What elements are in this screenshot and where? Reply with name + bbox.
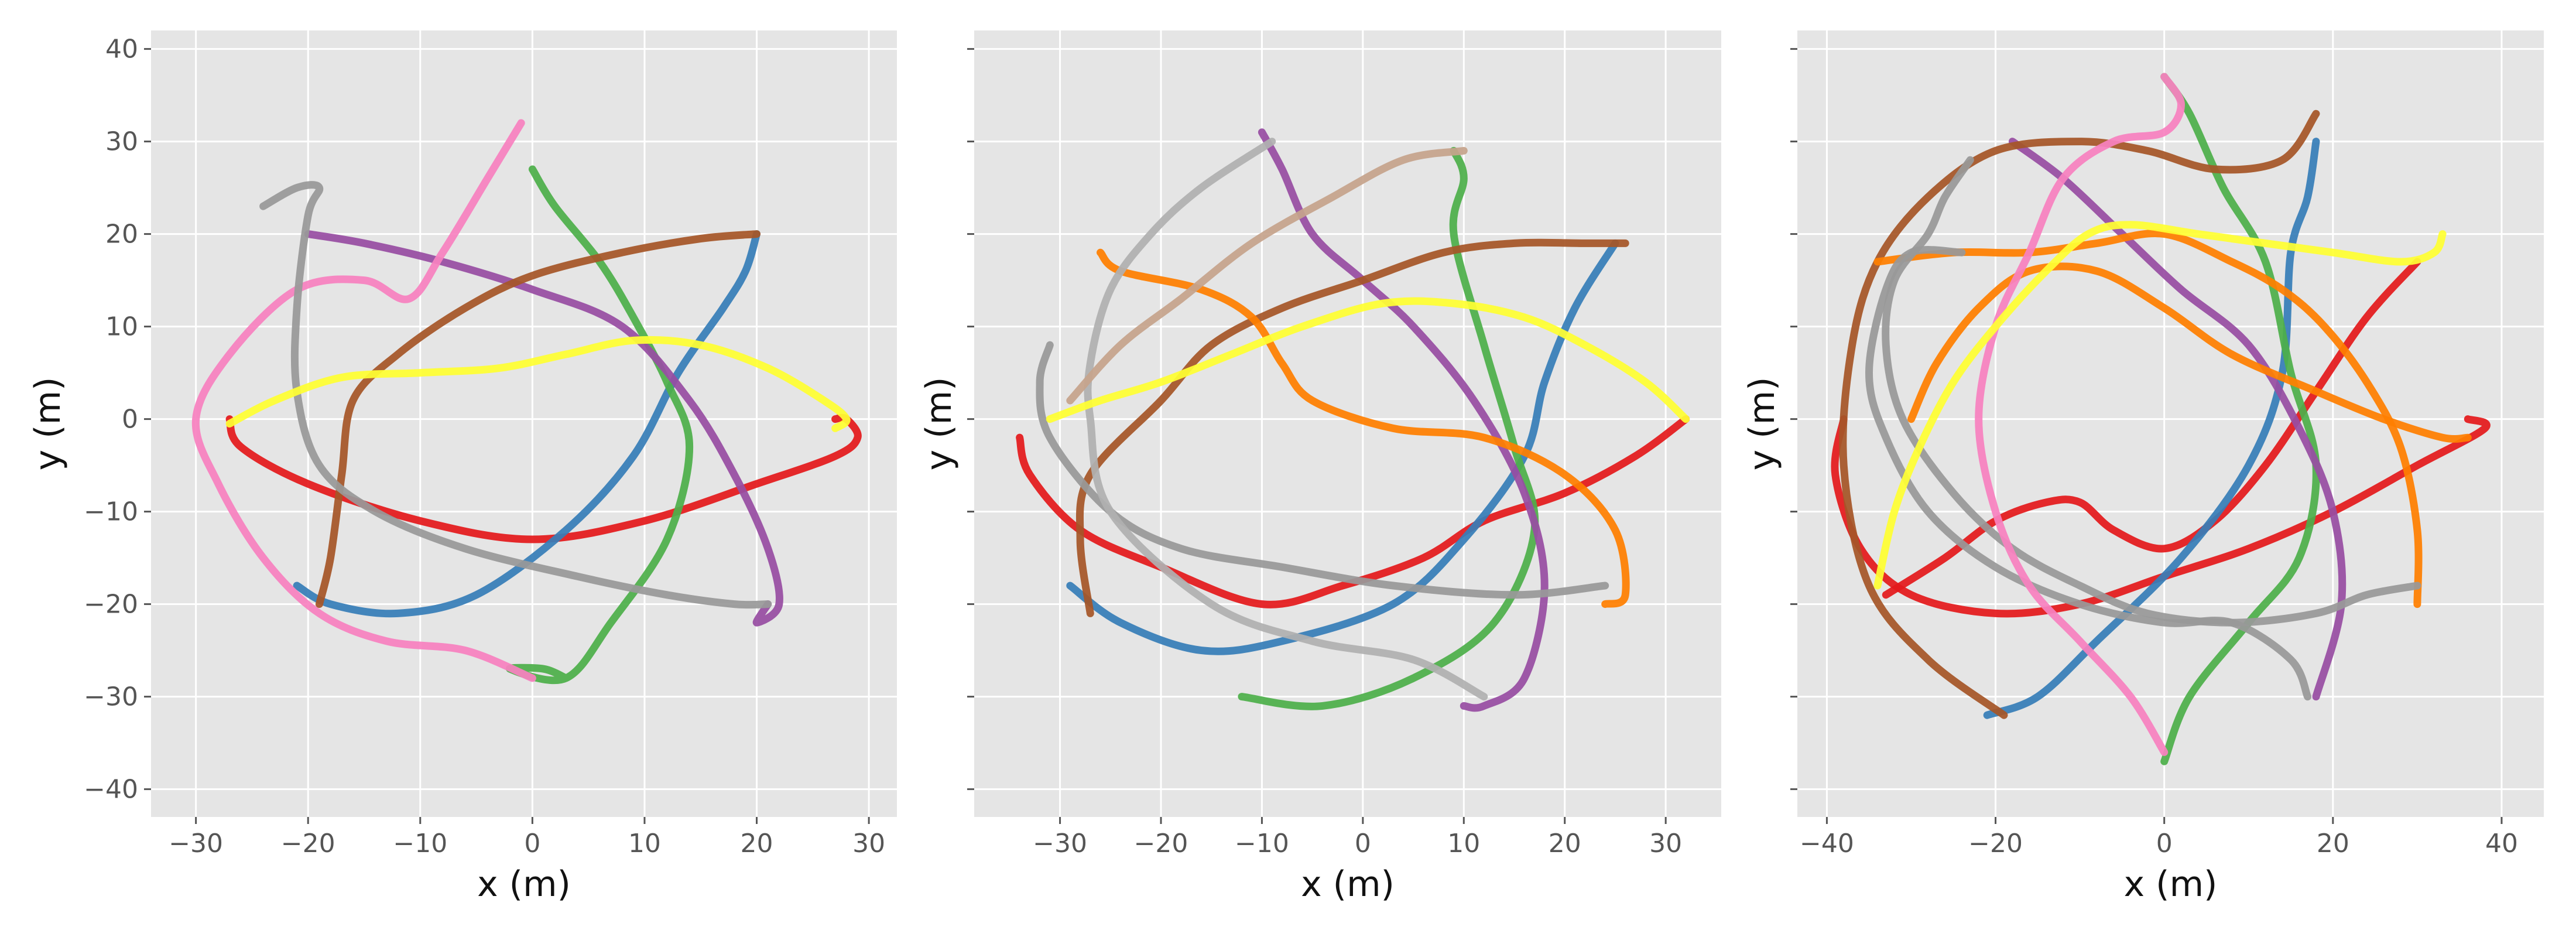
panel-3: −40 −20 0 20 40 x (m) y (m) (1742, 30, 2544, 905)
panel-2-series-green (1238, 146, 1539, 710)
panel-1-xlabel: x (m) (477, 864, 571, 905)
panel-3-series-orange (1873, 230, 2423, 608)
panel-2-ylabel: y (m) (919, 377, 960, 471)
panel-1-ytick-label-6: 20 (105, 220, 138, 249)
panel-1-series-orange-brown (315, 230, 761, 608)
panel-1-xtick-label-3: 0 (524, 829, 540, 859)
panel-1-series-gray (259, 181, 772, 609)
panel-2-xtick-label-0: −30 (1033, 829, 1087, 859)
panel-2-series-gray (1036, 341, 1609, 599)
panel-3-series-purple (2008, 138, 2347, 701)
panel-1-background (151, 30, 897, 817)
panel-2-series-purple (1258, 128, 1549, 712)
panel-2-series-light-gray (1084, 138, 1488, 701)
panel-2-series-tan (1066, 146, 1468, 405)
panel-2-xtick-label-1: −20 (1134, 829, 1188, 859)
panel-1-ytick-label-8: 40 (105, 35, 138, 64)
panel-1-ytick-label-0: −40 (84, 775, 138, 805)
panel-2-xtick-label-5: 20 (1549, 829, 1581, 859)
panel-3-series-pink (1975, 73, 2185, 756)
panel-3-series-blue (1983, 138, 2320, 719)
panel-3-xtick-label-0: −40 (1800, 829, 1854, 859)
panel-1-xtick-label-5: 20 (741, 829, 773, 859)
panel-3-series-orange-2 (1907, 262, 2472, 443)
panel-1-ytick-label-5: 10 (105, 312, 138, 342)
panel-1-series-yellow (225, 336, 851, 432)
panel-1-ytick-label-4: 0 (122, 405, 138, 435)
panel-3-xtick-label-1: −20 (1968, 829, 2023, 859)
panel-2-xtick-label-2: −10 (1235, 829, 1289, 859)
panel-1-ytick-label-2: −20 (84, 590, 138, 620)
panel-2-xtick-label-4: 10 (1447, 829, 1480, 859)
panel-3-background (1797, 30, 2544, 817)
panel-2-series-yellow (1046, 297, 1690, 423)
panel-3-series-gray-2 (1865, 246, 2312, 701)
panel-1-ytick-label-3: −10 (84, 497, 138, 527)
panel-3-xlabel: x (m) (2124, 864, 2218, 905)
panel-1-ytick-label-1: −30 (84, 682, 138, 712)
panel-1: −30 −20 −10 0 10 20 30 −40 −30 −20 −10 0 10 20 30 40 x (… (28, 30, 897, 905)
panel-2-xtick-label-3: 0 (1355, 829, 1371, 859)
panel-2-series-orange (1097, 248, 1630, 608)
panel-1-ytick-label-7: 30 (105, 127, 138, 157)
panel-2: −30 −20 −10 0 10 20 30 x (m) y (m) (919, 30, 1721, 905)
panel-1-xtick-label-6: 30 (852, 829, 885, 859)
panel-2-series-brown (1075, 238, 1629, 617)
panel-3-xtick-label-3: 20 (2317, 829, 2349, 859)
panel-1-series-pink (191, 119, 536, 682)
panel-1-ylabel: y (m) (28, 377, 68, 471)
panel-1-series-purple (304, 230, 783, 627)
panel-1-xtick-label-0: −30 (169, 829, 223, 859)
panel-3-series-red-inner (1882, 258, 2421, 599)
panel-3-xtick-label-4: 40 (2485, 829, 2518, 859)
panel-2-series-group (1016, 128, 1690, 712)
panel-1-xtick-label-4: 10 (628, 829, 661, 859)
panel-3-series-group (1831, 73, 2491, 765)
panel-1-xtick-label-1: −20 (281, 829, 335, 859)
panel-1-series-group (191, 119, 862, 685)
panel-1-xtick-label-2: −10 (393, 829, 447, 859)
panel-3-series-brown (1839, 110, 2320, 719)
panel-3-series-yellow (1873, 221, 2447, 590)
panel-1-series-blue (293, 230, 761, 618)
panel-3-ylabel: y (m) (1742, 377, 1783, 471)
panel-2-xtick-label-6: 30 (1649, 829, 1682, 859)
panel-3-xtick-label-2: 0 (2156, 829, 2173, 859)
panel-1-series-red (225, 413, 862, 543)
panel-2-background (974, 30, 1721, 817)
panel-2-xlabel: x (m) (1301, 864, 1395, 905)
panel-2-series-blue (1066, 239, 1619, 655)
